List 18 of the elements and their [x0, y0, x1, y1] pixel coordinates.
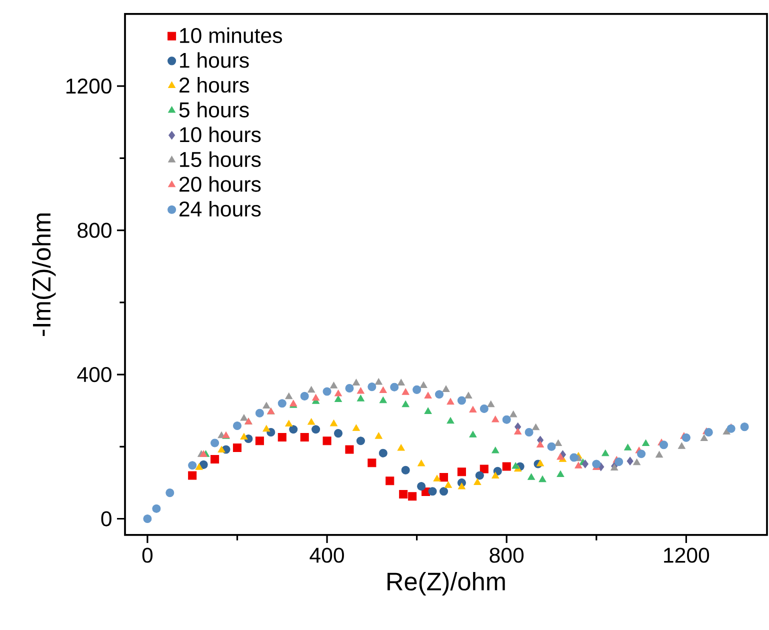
legend-label: 5 hours — [179, 102, 249, 118]
x-tick-label: 400 — [310, 548, 344, 563]
x-tick-label: 800 — [490, 548, 524, 563]
legend-label: 10 minutes — [180, 27, 282, 44]
x-tick-label: 0 — [142, 548, 153, 563]
legend-label: 1 hours — [180, 52, 249, 68]
legend-label: 10 hours — [180, 126, 261, 142]
legend-label: 20 hours — [180, 176, 261, 192]
y-tick-label: 800 — [78, 222, 112, 238]
y-tick-label: 0 — [101, 511, 112, 526]
y-tick-label: 400 — [77, 366, 112, 382]
x-tick-label: 1200 — [664, 548, 710, 563]
x-axis-title: Re(Z)/ohm — [388, 572, 505, 596]
legend-label: 24 hours — [180, 200, 261, 217]
legend-label: 15 hours — [180, 151, 261, 168]
y-tick-label: 1200 — [66, 78, 112, 94]
y-axis-title: -Im(Z)/ohm — [32, 214, 56, 336]
legend-label: 2 hours — [180, 76, 249, 93]
